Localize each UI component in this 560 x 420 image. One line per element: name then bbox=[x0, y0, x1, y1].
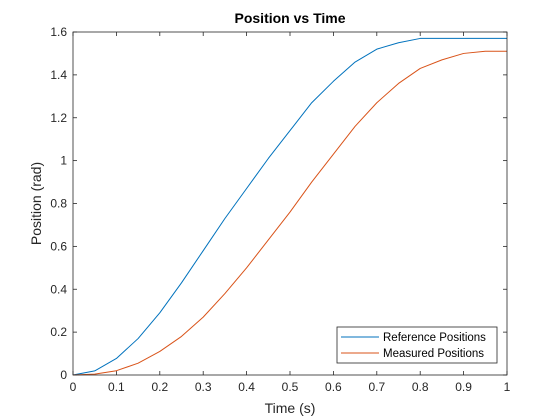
x-tick-label: 0.9 bbox=[455, 380, 472, 394]
y-tick-label: 1.2 bbox=[50, 111, 67, 125]
y-tick-label: 1.4 bbox=[50, 68, 67, 82]
axes-box bbox=[72, 31, 508, 376]
x-tick-label: 0.1 bbox=[108, 380, 125, 394]
chart-title: Position vs Time bbox=[235, 10, 346, 26]
legend: Reference Positions Measured Positions bbox=[336, 326, 498, 364]
x-tick-label: 1 bbox=[504, 380, 511, 394]
y-tick-label: 1.6 bbox=[50, 25, 67, 39]
x-tick-label: 0.5 bbox=[282, 380, 299, 394]
y-axis-label: Position (rad) bbox=[28, 162, 44, 245]
y-tick-label: 0.8 bbox=[50, 197, 67, 211]
legend-label-measured: Measured Positions bbox=[383, 348, 484, 360]
plot-area bbox=[73, 32, 507, 375]
x-tick-label: 0.3 bbox=[195, 380, 212, 394]
y-tick-label: 0.4 bbox=[50, 282, 67, 296]
x-tick-label: 0.8 bbox=[412, 380, 429, 394]
x-tick-label: 0.6 bbox=[325, 380, 342, 394]
x-tick-label: 0.7 bbox=[368, 380, 385, 394]
series-line-reference-positions bbox=[72, 37, 507, 376]
series-layer bbox=[72, 37, 507, 376]
x-axis-label: Time (s) bbox=[265, 400, 316, 416]
x-tick-label: 0.2 bbox=[151, 380, 168, 394]
x-tick-label: 0.4 bbox=[238, 380, 255, 394]
legend-box bbox=[336, 326, 498, 364]
legend-label-reference: Reference Positions bbox=[383, 332, 486, 344]
y-tick-label: 0.6 bbox=[50, 239, 67, 253]
y-tick-label: 1 bbox=[60, 154, 67, 168]
y-tick-label: 0.2 bbox=[50, 325, 67, 339]
x-tick-label: 0 bbox=[70, 380, 77, 394]
ticks-layer: 0 0.1 0.2 0.3 0.4 0.5 0.6 0.7 0.8 0.9 1 0 0.2 0.4 0.6 0… bbox=[50, 25, 510, 394]
series-line-measured-positions bbox=[72, 50, 507, 376]
y-tick-label: 0 bbox=[60, 368, 67, 382]
